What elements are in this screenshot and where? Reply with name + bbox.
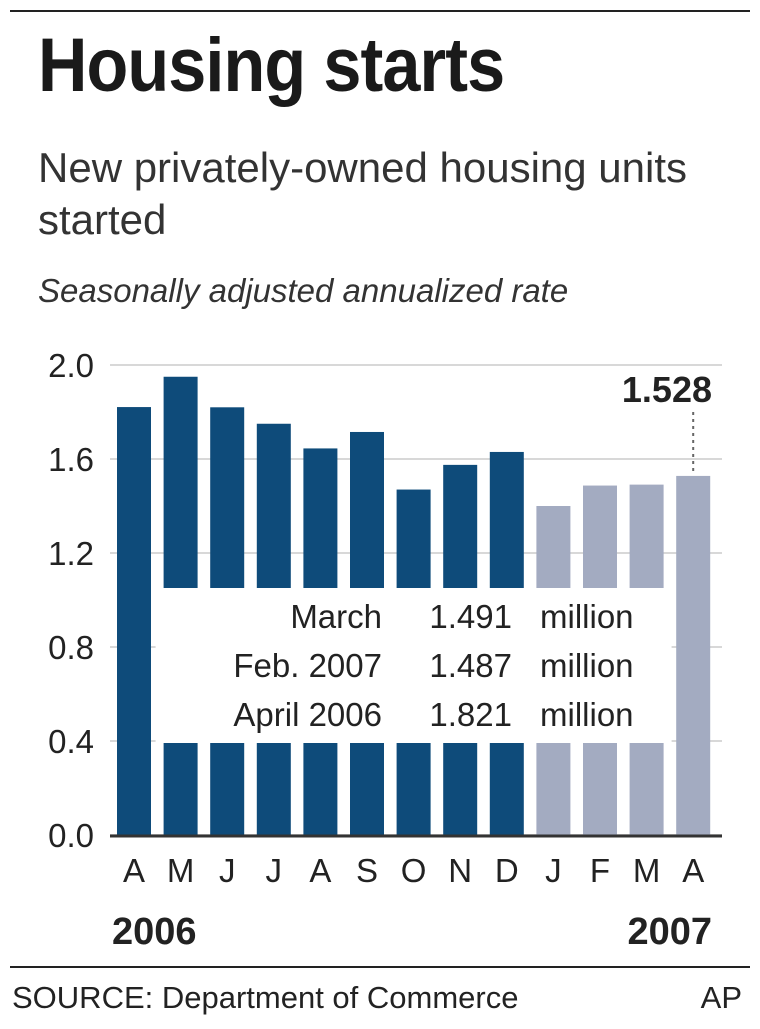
chart-subtitle: New privately-owned housing units starte… [38, 144, 688, 243]
chart-note: Seasonally adjusted annualized rate [38, 272, 569, 309]
x-tick-label: D [495, 852, 519, 889]
bar [117, 407, 151, 835]
y-tick-label: 1.6 [48, 441, 94, 478]
y-tick-label: 0.4 [48, 723, 94, 760]
x-tick-label: N [448, 852, 472, 889]
y-tick-label: 1.2 [48, 535, 94, 572]
source-line: SOURCE: Department of Commerce [12, 980, 519, 1015]
summary-period: March [290, 598, 382, 635]
top-rule [10, 10, 750, 12]
x-tick-label: J [545, 852, 562, 889]
summary-unit: million [540, 647, 634, 684]
summary-value: 1.487 [429, 647, 512, 684]
x-tick-label: M [633, 852, 661, 889]
x-tick-label: F [590, 852, 610, 889]
x-tick-label: A [682, 852, 704, 889]
x-tick-label: A [123, 852, 145, 889]
x-tick-label: J [266, 852, 283, 889]
summary-unit: million [540, 696, 634, 733]
x-tick-label: O [401, 852, 427, 889]
chart-title: Housing starts [38, 23, 505, 108]
x-tick-label: J [219, 852, 236, 889]
summary-panel [155, 588, 672, 743]
highlight-label: 1.528 [622, 369, 712, 410]
summary-unit: million [540, 598, 634, 635]
y-tick-label: 0.0 [48, 817, 94, 854]
bottom-rule [10, 966, 750, 968]
x-tick-label: M [167, 852, 195, 889]
x-tick-label: A [309, 852, 331, 889]
summary-value: 1.491 [429, 598, 512, 635]
summary-period: April 2006 [233, 696, 382, 733]
x-tick-label: S [356, 852, 378, 889]
summary-period: Feb. 2007 [233, 647, 382, 684]
credit-line: AP [700, 980, 742, 1015]
y-tick-label: 2.0 [48, 347, 94, 384]
year-label: 2006 [112, 911, 197, 953]
bar [676, 475, 711, 835]
y-tick-label: 0.8 [48, 629, 94, 666]
summary-value: 1.821 [429, 696, 512, 733]
year-label: 2007 [627, 911, 712, 953]
